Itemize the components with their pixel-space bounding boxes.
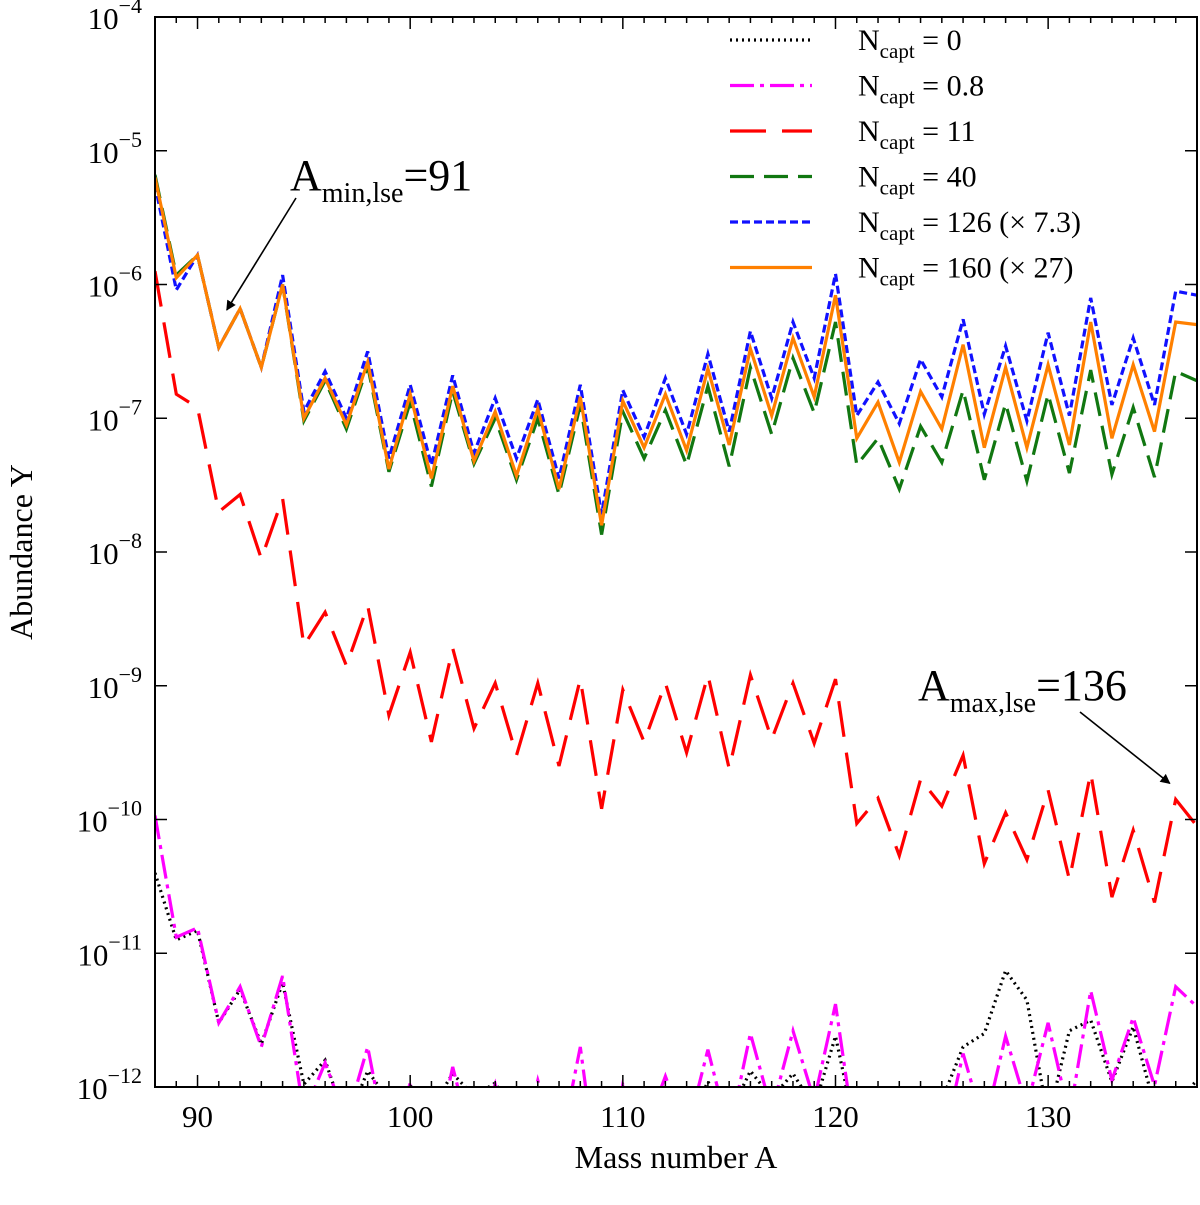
series-line-5 — [155, 177, 1197, 526]
x-tick-label: 130 — [1025, 1099, 1072, 1134]
arrow-amin — [226, 197, 297, 311]
x-tick-label: 90 — [182, 1099, 213, 1134]
legend-label: Ncapt = 0.8 — [858, 70, 984, 109]
annotations: Amin,lse=91 Amax,lse=136 — [226, 151, 1171, 785]
x-tick-label: 120 — [812, 1099, 859, 1134]
x-axis-title: Mass number A — [575, 1139, 778, 1175]
legend: Ncapt = 0 Ncapt = 0.8 Ncapt = 11 Ncapt = 40… — [730, 24, 1081, 291]
x-tick-label: 110 — [600, 1099, 645, 1134]
series-layer — [155, 174, 1197, 1087]
labels-layer: 90 100 110 120 130 10−12 10−11 10−10 10−9 10−8 10−… — [77, 0, 1072, 1134]
ticks-layer — [154, 16, 1198, 1088]
annotation-amin: Amin,lse=91 — [290, 151, 472, 209]
y-tick-label: 10−11 — [77, 929, 142, 972]
y-tick-label: 10−5 — [88, 127, 142, 170]
legend-label: Ncapt = 126 (× 7.3) — [858, 206, 1081, 245]
y-tick-label: 10−8 — [88, 528, 142, 571]
series-line-2 — [155, 270, 1197, 903]
y-tick-label: 10−12 — [77, 1063, 142, 1106]
y-tick-label: 10−4 — [88, 0, 142, 36]
series-line-4 — [155, 183, 1197, 515]
legend-label: Ncapt = 40 — [858, 161, 977, 200]
y-axis-title: Abundance Y — [3, 464, 39, 640]
legend-label: Ncapt = 0 — [858, 24, 962, 63]
legend-label: Ncapt = 11 — [858, 115, 975, 154]
annotation-amax: Amax,lse=136 — [918, 661, 1127, 719]
y-tick-label: 10−10 — [77, 796, 142, 839]
legend-label: Ncapt = 160 (× 27) — [858, 252, 1073, 291]
y-tick-label: 10−7 — [88, 394, 142, 437]
series-line-0 — [155, 872, 1197, 1087]
arrow-amax — [1079, 711, 1171, 785]
y-tick-label: 10−9 — [88, 662, 142, 705]
y-tick-label: 10−6 — [88, 261, 142, 304]
x-tick-label: 100 — [387, 1099, 434, 1134]
